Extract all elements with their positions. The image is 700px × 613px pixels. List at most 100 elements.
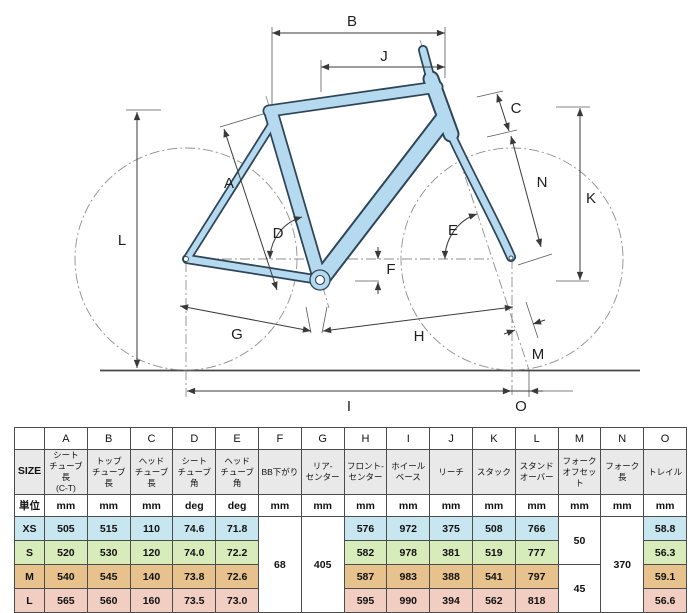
value-cell: 565 xyxy=(44,588,88,613)
letter-cell: O xyxy=(643,427,687,450)
value-cell: 990 xyxy=(386,588,431,613)
dimension-lines xyxy=(133,29,584,395)
value-cell: 59.1 xyxy=(643,564,687,590)
value-cell: 160 xyxy=(129,588,174,613)
size-cell: XS xyxy=(14,516,45,542)
value-cell: 983 xyxy=(386,564,431,590)
value-cell: 797 xyxy=(514,564,559,590)
unit-cell: mm xyxy=(129,494,174,518)
dim-label-k: K xyxy=(586,190,596,207)
value-cell: 582 xyxy=(343,540,388,566)
header-cell: シート チューブ角 xyxy=(172,448,217,496)
size-header-cell: SIZE xyxy=(14,448,45,496)
dim-fork-length-N xyxy=(509,135,543,248)
merged-fork-offset-xs-s-cell: 50 xyxy=(557,516,602,566)
dim-fork-offset-M-left xyxy=(503,329,516,336)
value-cell: 120 xyxy=(129,540,174,566)
header-cell: スタンド オーバー xyxy=(514,448,559,496)
unit-cell: mm xyxy=(386,494,431,518)
corner-cell xyxy=(14,427,45,450)
dim-label-j: J xyxy=(380,48,388,65)
value-cell: 74.6 xyxy=(172,516,217,542)
letter-cell: F xyxy=(257,427,302,450)
unit-cell: mm xyxy=(257,494,302,518)
header-cell: フロント- センター xyxy=(343,448,388,496)
value-cell: 72.2 xyxy=(215,540,259,566)
table-row-xs: XS 505 515 110 74.6 71.8 68 405 576 972 … xyxy=(14,516,687,613)
value-cell: 74.0 xyxy=(172,540,217,566)
unit-cell: mm xyxy=(300,494,345,518)
value-cell: 375 xyxy=(429,516,473,542)
dim-head-angle-E xyxy=(441,213,478,260)
value-cell: 972 xyxy=(386,516,431,542)
header-cell: スタック xyxy=(471,448,516,496)
letter-cell: M xyxy=(557,427,602,450)
extension-lines xyxy=(126,27,590,397)
value-cell: 56.6 xyxy=(643,588,687,613)
unit-row: 単位 mm mm mm deg deg mm mm mm mm mm mm mm… xyxy=(14,494,687,518)
table-row-l: L 565 560 160 73.5 73.0 595 990 394 562 … xyxy=(14,588,687,613)
letter-cell: L xyxy=(514,427,559,450)
letter-cell: C xyxy=(129,427,174,450)
unit-cell: mm xyxy=(44,494,88,518)
value-cell: 562 xyxy=(471,588,516,613)
header-cell: ホイール ベース xyxy=(386,448,431,496)
merged-bb-drop-cell: 68 xyxy=(257,516,302,613)
unit-cell: mm xyxy=(429,494,473,518)
dim-front-center-H xyxy=(322,304,514,334)
value-cell: 381 xyxy=(429,540,473,566)
letter-header-row: A B C D E F G H I J K L M N O xyxy=(14,427,687,450)
value-cell: 72.6 xyxy=(215,564,259,590)
value-cell: 560 xyxy=(86,588,131,613)
header-cell: フォーク オフセット xyxy=(557,448,602,496)
header-cell: ヘッド チューブ角 xyxy=(215,448,259,496)
value-cell: 576 xyxy=(343,516,388,542)
unit-cell: mm xyxy=(471,494,516,518)
unit-cell: mm xyxy=(86,494,131,518)
value-cell: 978 xyxy=(386,540,431,566)
value-cell: 73.0 xyxy=(215,588,259,613)
unit-cell: mm xyxy=(600,494,645,518)
value-cell: 505 xyxy=(44,516,88,542)
dim-label-f: F xyxy=(386,261,395,278)
name-header-row: SIZE シート チューブ長 (C-T) トップ チューブ長 ヘッド チューブ長… xyxy=(14,448,687,496)
value-cell: 545 xyxy=(86,564,131,590)
dim-rear-center-G xyxy=(179,304,312,333)
letter-cell: A xyxy=(44,427,88,450)
bike-geometry-svg: A B C D E F G H I J K L M N O xyxy=(74,13,640,415)
dim-label-n: N xyxy=(537,174,548,191)
value-cell: 540 xyxy=(44,564,88,590)
letter-cell: N xyxy=(600,427,645,450)
value-cell: 73.8 xyxy=(172,564,217,590)
value-cell: 71.8 xyxy=(215,516,259,542)
bottom-bracket-hole xyxy=(314,274,326,286)
letter-cell: H xyxy=(343,427,388,450)
header-cell: リア- センター xyxy=(300,448,345,496)
geometry-table: A B C D E F G H I J K L M N O SIZE シート チ… xyxy=(14,427,687,613)
unit-cell: mm xyxy=(343,494,388,518)
merged-fork-length-cell: 370 xyxy=(600,516,645,613)
dim-label-a: A xyxy=(224,175,234,192)
dim-label-b: B xyxy=(347,13,357,30)
dim-label-o: O xyxy=(515,398,527,415)
header-cell: トレイル xyxy=(643,448,687,496)
unit-cell: deg xyxy=(172,494,217,518)
dim-label-e: E xyxy=(448,222,458,239)
rear-dropout xyxy=(183,256,189,262)
size-cell: S xyxy=(14,540,45,566)
unit-cell: mm xyxy=(643,494,687,518)
merged-fork-offset-m-l-cell: 45 xyxy=(557,564,602,613)
dim-label-m: M xyxy=(532,346,545,363)
letter-cell: B xyxy=(86,427,131,450)
size-cell: L xyxy=(14,588,45,613)
value-cell: 56.3 xyxy=(643,540,687,566)
header-cell: ヘッド チューブ長 xyxy=(129,448,174,496)
size-cell: M xyxy=(14,564,45,590)
dim-fork-offset-M-right xyxy=(532,318,546,325)
value-cell: 388 xyxy=(429,564,473,590)
dim-seat-angle-D xyxy=(266,216,303,260)
dim-label-i: I xyxy=(347,398,351,415)
value-cell: 519 xyxy=(471,540,516,566)
bike-frame xyxy=(182,45,516,291)
value-cell: 587 xyxy=(343,564,388,590)
